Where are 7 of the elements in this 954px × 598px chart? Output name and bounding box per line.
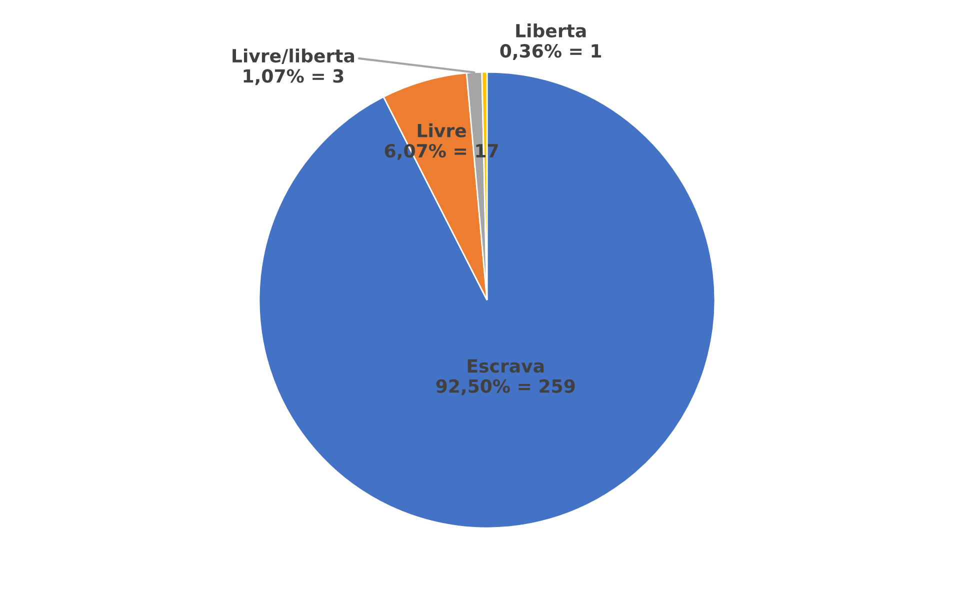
slice-label: Liberta <box>516 24 586 38</box>
data-label: 92,50% = 259 <box>436 379 575 396</box>
slice-label: Livre/liberta <box>232 48 354 64</box>
data-label: 1,07% = 3 <box>244 69 344 86</box>
slice-label: Escrava <box>468 359 544 373</box>
data-label: 0,36% = 1 <box>500 44 602 60</box>
slice-label: Livre <box>418 123 466 138</box>
